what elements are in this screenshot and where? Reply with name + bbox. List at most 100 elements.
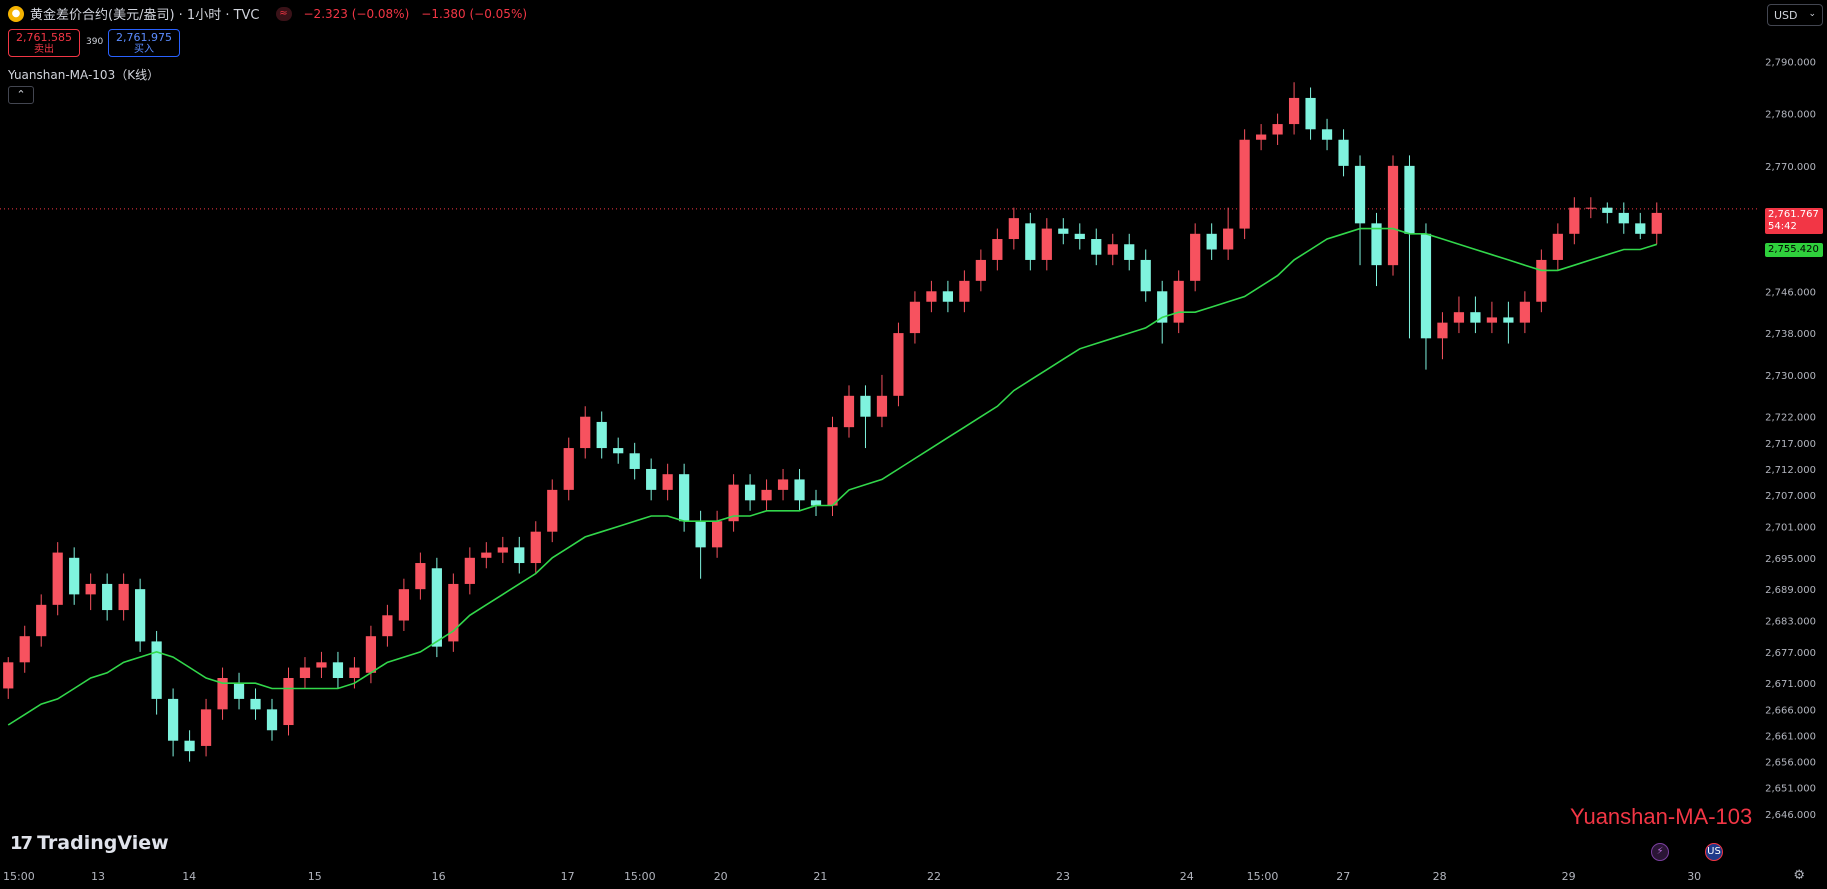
candle-body — [233, 683, 245, 699]
candle-body — [1437, 322, 1448, 339]
currency-select[interactable]: USD ⌄ — [1767, 4, 1823, 26]
candle-body — [184, 740, 195, 752]
y-tick-label: 2,671.000 — [1765, 679, 1816, 690]
candle-body — [596, 421, 607, 449]
x-tick-label: 17 — [561, 870, 575, 883]
collapse-button[interactable]: ⌃ — [8, 86, 34, 104]
candle-body — [1453, 312, 1465, 323]
candle-body — [1025, 223, 1036, 260]
candle-body — [349, 667, 360, 678]
candle-body — [975, 259, 986, 281]
candle-body — [1519, 301, 1530, 323]
candle-body — [1058, 228, 1069, 234]
candle-body — [1354, 165, 1366, 224]
candle-body — [316, 662, 327, 668]
y-tick-label: 2,666.000 — [1765, 705, 1816, 716]
change-percent: −2.323 (−0.08%) — [303, 6, 410, 21]
candle-body — [794, 479, 805, 501]
ma-value: 2,755.420 — [1768, 244, 1819, 255]
us-flag-icon[interactable]: US — [1705, 843, 1723, 861]
candle-body — [711, 521, 723, 548]
x-tick-label: 21 — [813, 870, 827, 883]
candle-body — [200, 709, 212, 746]
candle-body — [1041, 228, 1052, 260]
candle-body — [1321, 129, 1333, 140]
candle-body — [299, 667, 311, 678]
candle-body — [1503, 317, 1514, 323]
y-tick-label: 2,683.000 — [1765, 617, 1816, 628]
candle-body — [85, 583, 96, 595]
candle-body — [1651, 212, 1662, 234]
candle-body — [744, 484, 756, 501]
candle-body — [415, 563, 426, 590]
candle-body — [810, 500, 822, 506]
candle-body — [1635, 223, 1646, 234]
candle-body — [1272, 124, 1283, 135]
candle-body — [398, 589, 409, 621]
ma-price-tag: 2,755.420 — [1765, 243, 1823, 257]
candle-body — [36, 604, 47, 637]
candle-body — [283, 678, 294, 726]
candle-body — [1288, 97, 1300, 125]
candle-body — [1404, 165, 1415, 234]
sell-button[interactable]: 2,761.585 卖出 — [8, 29, 80, 57]
y-tick-label: 2,677.000 — [1765, 648, 1816, 659]
x-tick-label: 22 — [927, 870, 941, 883]
x-axis: 15:00 13 14 15 16 17 15:00 20 21 22 23 24 15:00 27 28 2… — [3, 870, 1701, 883]
change-absolute: −1.380 (−0.05%) — [421, 6, 528, 21]
sell-label: 卖出 — [34, 44, 54, 55]
y-tick-label: 2,730.000 — [1765, 371, 1816, 382]
flash-icon[interactable]: ⚡ — [1651, 843, 1669, 861]
sell-price: 2,761.585 — [16, 31, 72, 44]
candle-body — [1206, 233, 1217, 250]
x-tick-label: 29 — [1562, 870, 1576, 883]
candle-body — [1074, 233, 1085, 240]
candle-body — [761, 489, 772, 501]
x-tick-label: 28 — [1433, 870, 1447, 883]
candle-body — [69, 557, 80, 595]
candle-body — [679, 474, 690, 522]
candle-body — [629, 453, 640, 469]
candle-body — [167, 698, 179, 741]
indicator-legend[interactable]: Yuanshan-MA-103（K线） — [8, 68, 160, 82]
candle-body — [547, 489, 558, 532]
candle-body — [1157, 291, 1168, 323]
candle-body — [1585, 207, 1596, 209]
symbol-title[interactable]: 黄金差价合约(美元/盎司) · 1小时 · TVC — [30, 8, 260, 23]
y-tick-label: 2,712.000 — [1765, 465, 1816, 476]
candle-body — [646, 468, 657, 490]
last-price-tag: 2,761.767 54:42 — [1765, 208, 1823, 234]
candle-body — [464, 557, 475, 584]
bar-countdown: 54:42 — [1768, 221, 1797, 232]
candle-body — [3, 662, 14, 689]
candle-body — [266, 709, 278, 731]
y-axis: 2,790.000 2,780.000 2,770.000 2,746.000 2,73… — [1765, 57, 1816, 821]
candle-body — [942, 291, 954, 302]
y-tick-label: 2,780.000 — [1765, 110, 1816, 121]
x-tick-label: 30 — [1687, 870, 1701, 883]
candle-body — [1470, 312, 1481, 323]
candle-body — [481, 552, 492, 558]
candle-body — [1107, 244, 1118, 255]
buy-button[interactable]: 2,761.975 买入 — [108, 29, 180, 57]
candle-body — [102, 583, 113, 611]
candle-body — [448, 583, 459, 642]
candle-body — [1552, 233, 1563, 260]
candle-body — [1338, 139, 1349, 166]
candle-body — [1239, 139, 1250, 229]
currency-value: USD — [1774, 9, 1798, 22]
gear-icon[interactable]: ⚙ — [1793, 868, 1805, 883]
tradingview-logo-icon: 17 — [10, 832, 33, 854]
candle-body — [1420, 233, 1432, 339]
candle-body — [1256, 134, 1267, 140]
y-tick-label: 2,770.000 — [1765, 162, 1816, 173]
gold-coin-icon[interactable]: ● — [8, 5, 24, 22]
tradingview-watermark[interactable]: 17 TradingView — [10, 832, 169, 854]
candle-body — [1486, 317, 1498, 323]
x-tick-label: 15 — [308, 870, 322, 883]
candle-body — [777, 479, 789, 490]
candle-body — [695, 521, 706, 548]
candle-body — [52, 552, 63, 605]
candle-body — [530, 531, 541, 564]
